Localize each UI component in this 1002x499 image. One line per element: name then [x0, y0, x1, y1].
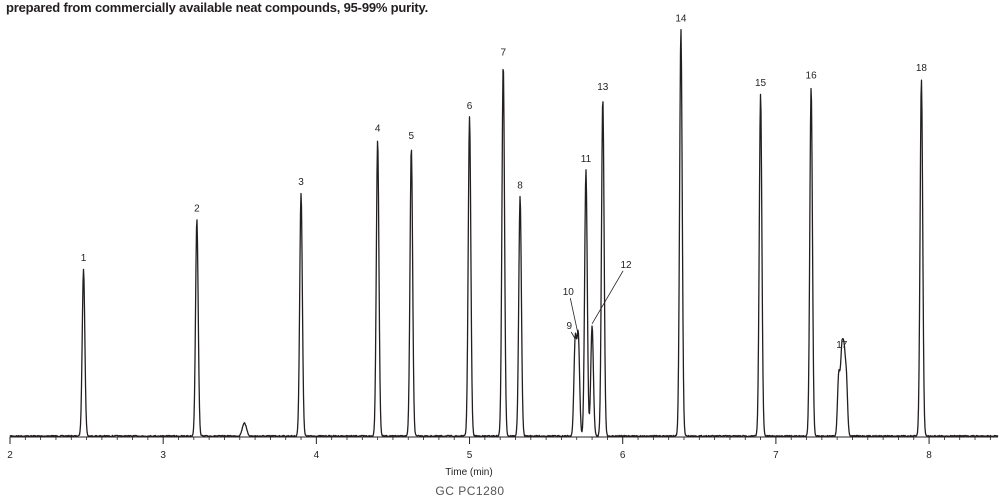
peak-label-14: 14 — [675, 13, 687, 24]
chart-caption: prepared from commercially available nea… — [6, 0, 429, 15]
peak-label-5: 5 — [409, 131, 415, 142]
x-tick-label: 7 — [773, 450, 779, 461]
peak-label-10: 10 — [563, 287, 575, 298]
peak-label-2: 2 — [194, 203, 200, 214]
peak-label-6: 6 — [467, 101, 473, 112]
peak-label-3: 3 — [298, 177, 304, 188]
peak-label-7: 7 — [500, 48, 506, 59]
trace-line — [9, 29, 999, 438]
peak-label-4: 4 — [375, 124, 381, 135]
footer-code: GC PC1280 — [435, 484, 505, 498]
peak-leader-10 — [569, 298, 579, 336]
x-tick-label: 8 — [926, 450, 932, 461]
x-tick-label: 2 — [7, 450, 13, 461]
peak-leader-12 — [591, 270, 624, 325]
peak-label-13: 13 — [597, 82, 609, 93]
peak-label-11: 11 — [581, 154, 592, 165]
peak-label-15: 15 — [755, 78, 767, 89]
peak-label-1: 1 — [81, 253, 87, 264]
x-axis-label: Time (min) — [445, 467, 492, 478]
peak-label-17: 17 — [836, 340, 848, 351]
x-tick-label: 6 — [620, 450, 626, 461]
x-tick-label: 4 — [314, 450, 320, 461]
chromatogram-trace — [9, 29, 999, 438]
x-axis: 2 3 4 5 6 7 8 — [7, 436, 998, 461]
peak-label-8: 8 — [517, 181, 523, 192]
peak-label-16: 16 — [806, 70, 818, 81]
x-tick-label: 3 — [160, 450, 166, 461]
peak-label-9: 9 — [566, 321, 572, 332]
x-tick-label: 5 — [467, 450, 473, 461]
peak-leader-9 — [570, 331, 576, 340]
peak-label-18: 18 — [916, 63, 928, 74]
peak-label-12: 12 — [621, 260, 633, 271]
